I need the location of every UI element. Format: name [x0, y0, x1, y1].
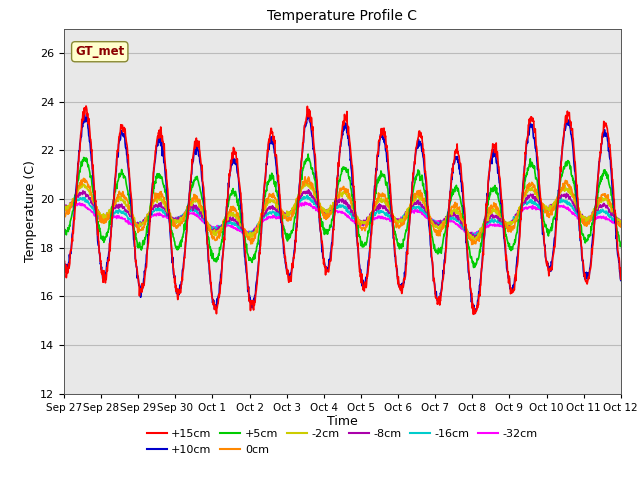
Legend: +15cm, +10cm, +5cm, 0cm, -2cm, -8cm, -16cm, -32cm: +15cm, +10cm, +5cm, 0cm, -2cm, -8cm, -16…: [142, 425, 543, 459]
Text: GT_met: GT_met: [75, 45, 124, 58]
Y-axis label: Temperature (C): Temperature (C): [24, 160, 37, 262]
Title: Temperature Profile C: Temperature Profile C: [268, 10, 417, 24]
X-axis label: Time: Time: [327, 415, 358, 429]
